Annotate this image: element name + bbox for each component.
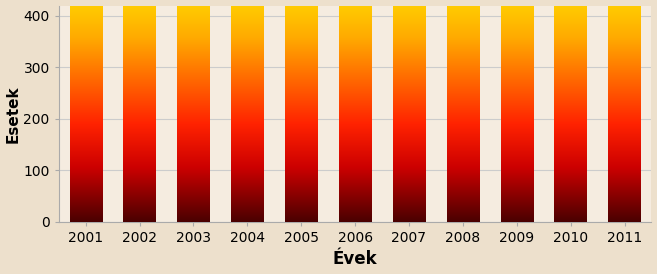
- Y-axis label: Esetek: Esetek: [5, 85, 20, 142]
- X-axis label: Évek: Évek: [333, 250, 377, 269]
